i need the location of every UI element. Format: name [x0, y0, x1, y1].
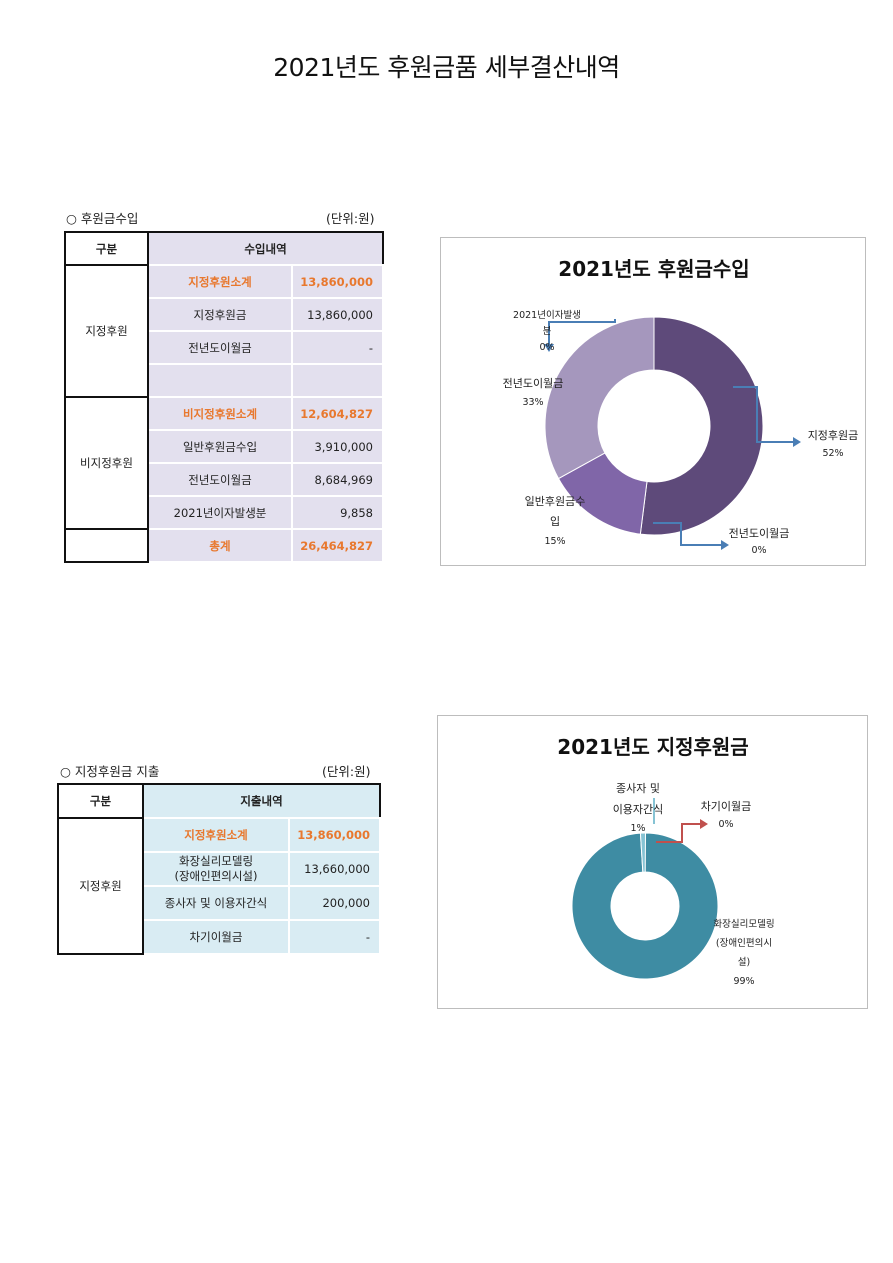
slice-label: 2021년이자발생	[513, 310, 581, 321]
row-item: 2021년이자발생분	[147, 495, 293, 530]
chart-title: 2021년도 지정후원금	[557, 735, 748, 759]
table-row: 지정후원금 13,860,000	[65, 297, 384, 332]
row-amount: -	[288, 919, 381, 955]
income-unit: (단위:원)	[326, 211, 375, 226]
page-title: 2021년도 후원금품 세부결산내역	[273, 53, 620, 82]
donut-slice	[639, 316, 764, 536]
expense-table: 구분 지출내역 지정후원 지정후원소계 13,860,000 화장실리모델링 (…	[57, 783, 381, 955]
total-empty-cell	[65, 529, 149, 562]
table-row: 화장실리모델링 (장애인편의시설) 13,660,000	[58, 851, 381, 887]
total-amount: 26,464,827	[291, 528, 384, 563]
row-amount: -	[291, 330, 384, 365]
table-row: 지정후원 지정후원소계 13,860,000	[65, 264, 384, 398]
header-category: 구분	[65, 232, 149, 266]
income-section-title: ○ 후원금수입	[66, 211, 139, 226]
table-row: 2021년이자발생분 9,858	[65, 495, 384, 530]
row-item: 지정후원소계	[142, 817, 290, 853]
row-item: 지정후원금	[147, 297, 293, 332]
row-item: 일반후원금수입	[147, 429, 293, 464]
slice-pct: 15%	[544, 536, 565, 547]
slice-label: (장애인편의시	[716, 937, 772, 949]
table-row: 전년도이월금 8,684,969	[65, 462, 384, 497]
expense-donut-svg: 2021년도 지정후원금 종사자 및 이용자간식 1% 차기이월금 0% 화장실…	[557, 735, 774, 987]
row-amount: 13,860,000	[288, 817, 381, 853]
header-detail: 수입내역	[148, 232, 383, 266]
slice-label: 차기이월금	[701, 800, 752, 813]
group-label: 비지정후원	[65, 397, 149, 530]
row-item: 종사자 및 이용자간식	[142, 885, 290, 921]
slice-label: 전년도이월금	[729, 527, 790, 540]
table-row: 일반후원금수입 3,910,000	[65, 429, 384, 464]
slice-label: 화장실리모델링	[713, 918, 774, 930]
row-item: 전년도이월금	[147, 462, 293, 497]
arrow-head	[793, 437, 801, 447]
leader-line	[733, 386, 793, 443]
expense-donut-chart: 2021년도 지정후원금 종사자 및 이용자간식 1% 차기이월금 0% 화장실…	[437, 715, 868, 1009]
table-row: 차기이월금 -	[58, 919, 381, 955]
chart-title: 2021년도 후원금수입	[558, 257, 749, 281]
slice-label: 전년도이월금	[503, 377, 564, 390]
row-amount: 8,684,969	[291, 462, 384, 497]
slice-label: 종사자 및	[616, 782, 660, 795]
arrow-head	[700, 819, 708, 829]
row-item	[147, 363, 293, 398]
slice-label: 이용자간식	[613, 803, 664, 816]
slice-pct: 0%	[718, 819, 733, 830]
table-row: 종사자 및 이용자간식 200,000	[58, 885, 381, 921]
slice-pct: 33%	[522, 397, 543, 408]
table-row	[65, 363, 384, 398]
table-row: 전년도이월금 -	[65, 330, 384, 365]
expense-unit: (단위:원)	[322, 764, 371, 779]
slice-pct: 0%	[539, 342, 554, 353]
leader-line	[653, 522, 721, 546]
slice-pct: 1%	[630, 823, 645, 834]
slice-label: 입	[550, 515, 560, 528]
row-amount: 3,910,000	[291, 429, 384, 464]
row-amount: 200,000	[288, 885, 381, 921]
income-table: 구분 수입내역 지정후원 지정후원소계 13,860,000 지정후원금 13,…	[64, 231, 384, 563]
row-amount: 13,860,000	[291, 264, 384, 299]
total-row: 총계 26,464,827	[65, 528, 384, 563]
row-amount: 13,860,000	[291, 297, 384, 332]
table-header-row: 구분 지출내역	[58, 784, 380, 819]
slice-label: 지정후원금	[808, 429, 859, 442]
header-detail: 지출내역	[143, 784, 380, 819]
donut-slice	[639, 832, 647, 873]
table-header-row: 구분 수입내역	[65, 232, 383, 266]
slice-pct: 0%	[751, 545, 766, 556]
slice-label: 설)	[738, 957, 750, 968]
expense-section-title: ○ 지정후원금 지출	[60, 764, 160, 779]
group-label: 지정후원	[65, 265, 149, 398]
row-amount: 13,660,000	[288, 851, 381, 887]
slice-label: 일반후원금수	[525, 494, 586, 508]
total-label: 총계	[147, 528, 293, 563]
arrow-head	[544, 344, 554, 352]
leader-line	[656, 823, 700, 843]
row-amount: 12,604,827	[291, 396, 384, 431]
income-donut-svg: 2021년도 후원금수입 지정후원금 52% 전년도이월금 0% 일반후원금수 …	[503, 257, 859, 556]
row-item: 비지정후원소계	[147, 396, 293, 431]
row-item: 전년도이월금	[147, 330, 293, 365]
table-row: 비지정후원 비지정후원소계 12,604,827	[65, 396, 384, 530]
row-item: 지정후원소계	[147, 264, 293, 299]
row-amount: 9,858	[291, 495, 384, 530]
row-item: 차기이월금	[142, 919, 290, 955]
donut-slice	[544, 316, 655, 480]
slice-label: 분	[543, 326, 552, 337]
donut-slice	[571, 832, 719, 980]
row-amount	[291, 363, 384, 398]
income-donut-chart: 2021년도 후원금수입 지정후원금 52% 전년도이월금 0% 일반후원금수 …	[440, 237, 866, 566]
table-row: 지정후원 지정후원소계 13,860,000	[58, 817, 381, 954]
leader-line	[548, 319, 616, 344]
group-label: 지정후원	[58, 818, 144, 954]
row-item: 화장실리모델링 (장애인편의시설)	[142, 851, 290, 887]
arrow-head	[721, 540, 729, 550]
header-category: 구분	[58, 784, 144, 819]
slice-pct: 52%	[822, 448, 843, 459]
slice-pct: 99%	[733, 976, 754, 987]
